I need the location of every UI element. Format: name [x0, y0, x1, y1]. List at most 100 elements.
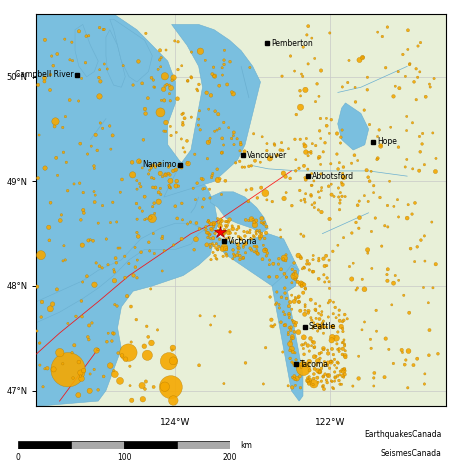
Point [108, 337, 116, 345]
Point [292, 274, 299, 282]
Point [371, 369, 378, 377]
Point [80, 189, 87, 196]
Point [88, 142, 95, 150]
Point [333, 364, 340, 372]
Point [302, 149, 309, 156]
Point [323, 376, 330, 384]
Point [65, 366, 72, 374]
Point [127, 338, 135, 346]
Point [94, 346, 101, 354]
Point [338, 381, 345, 388]
Point [339, 372, 346, 380]
Point [359, 53, 367, 61]
Point [248, 185, 255, 193]
Point [96, 262, 103, 270]
Point [304, 152, 312, 159]
Point [326, 297, 334, 304]
Point [317, 161, 324, 168]
Polygon shape [36, 223, 299, 323]
Point [204, 155, 211, 163]
Point [288, 202, 295, 209]
Point [306, 260, 313, 268]
Point [292, 376, 299, 383]
Point [301, 307, 308, 314]
Point [395, 276, 402, 284]
Point [320, 373, 327, 380]
Point [160, 127, 167, 135]
Point [402, 163, 409, 171]
Point [307, 314, 314, 321]
Point [341, 365, 349, 373]
Point [221, 226, 228, 233]
Point [304, 60, 312, 68]
Point [323, 323, 330, 331]
Point [297, 135, 304, 143]
Point [238, 235, 245, 243]
Point [166, 171, 173, 178]
Point [410, 78, 418, 85]
Point [291, 375, 298, 382]
Point [220, 119, 228, 126]
Point [404, 27, 412, 34]
Point [339, 339, 347, 346]
Point [334, 328, 342, 336]
Point [336, 159, 343, 166]
Point [321, 358, 328, 365]
Polygon shape [106, 30, 125, 87]
Point [336, 317, 344, 325]
Point [428, 218, 435, 226]
Point [44, 365, 51, 372]
Point [355, 375, 362, 382]
Point [80, 206, 87, 214]
Point [277, 226, 284, 234]
Point [291, 67, 298, 75]
Point [263, 223, 270, 230]
Point [98, 264, 106, 272]
Point [320, 323, 328, 331]
Point [409, 165, 416, 173]
Polygon shape [210, 192, 268, 234]
Point [103, 235, 110, 243]
Point [227, 328, 234, 336]
Point [250, 242, 258, 250]
Point [335, 193, 342, 201]
Point [282, 321, 289, 329]
Point [198, 175, 205, 182]
Point [281, 290, 288, 297]
Point [328, 116, 335, 123]
Point [364, 173, 372, 181]
Point [293, 356, 300, 363]
Point [320, 255, 327, 262]
Point [121, 253, 128, 260]
Point [197, 312, 204, 319]
Point [253, 228, 260, 236]
Point [254, 250, 262, 257]
Point [419, 140, 426, 148]
Point [233, 251, 241, 259]
Point [76, 140, 84, 148]
Point [340, 367, 347, 375]
Point [320, 361, 328, 368]
Point [303, 31, 310, 39]
Point [409, 119, 416, 127]
Point [143, 323, 150, 330]
Point [297, 253, 304, 261]
Point [207, 220, 215, 228]
Point [280, 308, 287, 316]
Point [294, 294, 302, 302]
Point [421, 380, 428, 388]
Point [287, 337, 294, 345]
Point [340, 374, 347, 381]
Point [78, 75, 85, 82]
Point [310, 370, 318, 378]
Point [138, 164, 146, 172]
Point [290, 259, 298, 267]
Point [111, 370, 118, 378]
Point [404, 384, 411, 391]
Text: 122°W: 122°W [315, 418, 345, 427]
Point [208, 174, 215, 181]
Point [320, 382, 327, 389]
Point [331, 361, 338, 369]
Point [318, 377, 325, 385]
Point [318, 308, 325, 315]
